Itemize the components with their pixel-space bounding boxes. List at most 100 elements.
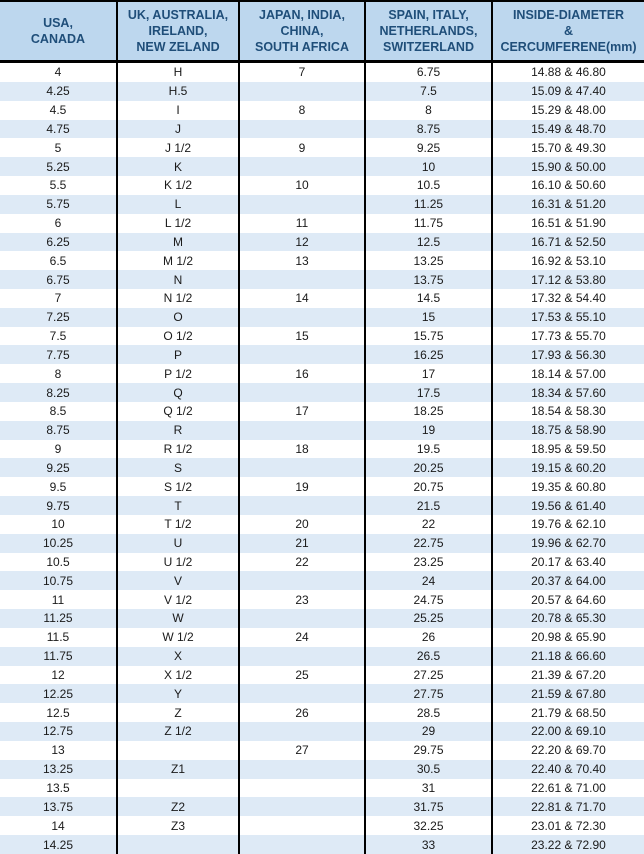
header-usa-canada: USA, CANADA xyxy=(0,1,117,63)
table-row: 13.25 Z1 30.5 22.40 & 70.40 xyxy=(0,759,644,779)
table-row: 12.25 Y 27.75 21.59 & 67.80 xyxy=(0,684,644,704)
cell-spain-italy-netherlands-switzerland: 29 xyxy=(364,722,492,741)
table-row: 9.5 S 1/2 19 20.75 19.35 & 60.80 xyxy=(0,477,644,497)
cell-usa-canada: 5.75 xyxy=(0,194,117,214)
cell-spain-italy-netherlands-switzerland: 32.25 xyxy=(364,816,492,836)
cell-spain-italy-netherlands-switzerland: 31.75 xyxy=(364,797,492,817)
table-row: 12.75 Z 1/2 29 22.00 & 69.10 xyxy=(0,722,644,741)
cell-spain-italy-netherlands-switzerland: 28.5 xyxy=(364,703,492,723)
cell-japan-india-china-southafrica xyxy=(238,797,365,817)
cell-uk-australia-ireland-newzealand: J xyxy=(116,119,239,139)
cell-inside-diameter-circumference: 20.78 & 65.30 xyxy=(491,609,644,628)
cell-japan-india-china-southafrica xyxy=(238,609,365,628)
cell-japan-india-china-southafrica xyxy=(238,778,365,798)
table-row: 7.25 O 15 17.53 & 55.10 xyxy=(0,307,644,327)
cell-inside-diameter-circumference: 16.10 & 50.60 xyxy=(491,176,644,195)
cell-usa-canada: 14.25 xyxy=(0,835,117,854)
cell-spain-italy-netherlands-switzerland: 8 xyxy=(364,100,492,120)
cell-japan-india-china-southafrica xyxy=(238,722,365,741)
cell-spain-italy-netherlands-switzerland: 24.75 xyxy=(364,590,492,610)
cell-uk-australia-ireland-newzealand: R xyxy=(116,420,239,440)
cell-usa-canada: 5 xyxy=(0,138,117,158)
cell-inside-diameter-circumference: 20.57 & 64.60 xyxy=(491,590,644,610)
cell-usa-canada: 12.25 xyxy=(0,684,117,704)
cell-uk-australia-ireland-newzealand: W 1/2 xyxy=(116,627,239,647)
cell-uk-australia-ireland-newzealand: Z3 xyxy=(116,816,239,836)
cell-uk-australia-ireland-newzealand: H.5 xyxy=(116,81,239,101)
table-row: 6.75 N 13.75 17.12 & 53.80 xyxy=(0,270,644,289)
cell-usa-canada: 8.25 xyxy=(0,383,117,402)
cell-uk-australia-ireland-newzealand xyxy=(116,778,239,798)
cell-usa-canada: 14 xyxy=(0,816,117,836)
cell-japan-india-china-southafrica xyxy=(238,646,365,666)
cell-inside-diameter-circumference: 21.79 & 68.50 xyxy=(491,703,644,723)
cell-inside-diameter-circumference: 17.12 & 53.80 xyxy=(491,270,644,289)
header-inside-diameter-circumference: INSIDE-DIAMETER & CERCUMFERENE(mm) xyxy=(491,1,644,63)
cell-uk-australia-ireland-newzealand: V xyxy=(116,571,239,591)
cell-inside-diameter-circumference: 19.35 & 60.80 xyxy=(491,477,644,497)
cell-inside-diameter-circumference: 17.93 & 56.30 xyxy=(491,345,644,365)
cell-uk-australia-ireland-newzealand: S xyxy=(116,458,239,478)
cell-inside-diameter-circumference: 23.22 & 72.90 xyxy=(491,835,644,854)
cell-uk-australia-ireland-newzealand: K xyxy=(116,157,239,177)
table-body: 4 H 7 6.75 14.88 & 46.80 4.25 H.5 7.5 15.09 & 47… xyxy=(0,61,644,854)
cell-inside-diameter-circumference: 18.95 & 59.50 xyxy=(491,439,644,459)
cell-uk-australia-ireland-newzealand: W xyxy=(116,609,239,628)
cell-inside-diameter-circumference: 22.20 & 69.70 xyxy=(491,740,644,760)
cell-usa-canada: 10.5 xyxy=(0,552,117,572)
cell-inside-diameter-circumference: 22.40 & 70.40 xyxy=(491,759,644,779)
cell-inside-diameter-circumference: 18.75 & 58.90 xyxy=(491,420,644,440)
table-row: 10.75 V 24 20.37 & 64.00 xyxy=(0,571,644,591)
cell-uk-australia-ireland-newzealand: I xyxy=(116,100,239,120)
cell-japan-india-china-southafrica: 27 xyxy=(238,740,365,760)
table-row: 4.5 I 8 8 15.29 & 48.00 xyxy=(0,100,644,120)
cell-uk-australia-ireland-newzealand: N 1/2 xyxy=(116,289,239,308)
cell-japan-india-china-southafrica xyxy=(238,816,365,836)
cell-inside-diameter-circumference: 19.56 & 61.40 xyxy=(491,496,644,515)
cell-inside-diameter-circumference: 16.92 & 53.10 xyxy=(491,251,644,271)
cell-japan-india-china-southafrica: 20 xyxy=(238,514,365,534)
cell-spain-italy-netherlands-switzerland: 10.5 xyxy=(364,176,492,195)
table-row: 14.25 33 23.22 & 72.90 xyxy=(0,835,644,854)
header-row: USA, CANADA UK, AUSTRALIA, IRELAND, NEW Z… xyxy=(0,1,644,63)
cell-usa-canada: 6 xyxy=(0,213,117,233)
table-row: 13.75 Z2 31.75 22.81 & 71.70 xyxy=(0,797,644,817)
cell-usa-canada: 12 xyxy=(0,665,117,685)
cell-uk-australia-ireland-newzealand: Z1 xyxy=(116,759,239,779)
cell-spain-italy-netherlands-switzerland: 24 xyxy=(364,571,492,591)
cell-uk-australia-ireland-newzealand: O 1/2 xyxy=(116,326,239,346)
cell-uk-australia-ireland-newzealand: X xyxy=(116,646,239,666)
cell-usa-canada: 11.25 xyxy=(0,609,117,628)
cell-spain-italy-netherlands-switzerland: 13.25 xyxy=(364,251,492,271)
cell-usa-canada: 8.75 xyxy=(0,420,117,440)
cell-uk-australia-ireland-newzealand: U 1/2 xyxy=(116,552,239,572)
cell-spain-italy-netherlands-switzerland: 10 xyxy=(364,157,492,177)
cell-spain-italy-netherlands-switzerland: 19 xyxy=(364,420,492,440)
cell-japan-india-china-southafrica: 11 xyxy=(238,213,365,233)
table-row: 11.25 W 25.25 20.78 & 65.30 xyxy=(0,609,644,628)
cell-uk-australia-ireland-newzealand: Z2 xyxy=(116,797,239,817)
cell-usa-canada: 11.75 xyxy=(0,646,117,666)
cell-usa-canada: 7 xyxy=(0,289,117,308)
cell-japan-india-china-southafrica: 8 xyxy=(238,100,365,120)
table-row: 6.25 M 12 12.5 16.71 & 52.50 xyxy=(0,232,644,252)
cell-usa-canada: 9.75 xyxy=(0,496,117,515)
cell-usa-canada: 8.5 xyxy=(0,401,117,421)
cell-spain-italy-netherlands-switzerland: 18.25 xyxy=(364,401,492,421)
header-spain-italy-netherlands-switzerland: SPAIN, ITALY, NETHERLANDS, SWITZERLAND xyxy=(364,1,492,63)
cell-uk-australia-ireland-newzealand: P xyxy=(116,345,239,365)
cell-usa-canada: 12.75 xyxy=(0,722,117,741)
cell-uk-australia-ireland-newzealand: Y xyxy=(116,684,239,704)
cell-spain-italy-netherlands-switzerland: 26.5 xyxy=(364,646,492,666)
cell-uk-australia-ireland-newzealand: V 1/2 xyxy=(116,590,239,610)
cell-spain-italy-netherlands-switzerland: 29.75 xyxy=(364,740,492,760)
cell-inside-diameter-circumference: 15.29 & 48.00 xyxy=(491,100,644,120)
cell-uk-australia-ireland-newzealand: M 1/2 xyxy=(116,251,239,271)
cell-japan-india-china-southafrica xyxy=(238,81,365,101)
cell-inside-diameter-circumference: 21.18 & 66.60 xyxy=(491,646,644,666)
cell-uk-australia-ireland-newzealand xyxy=(116,740,239,760)
